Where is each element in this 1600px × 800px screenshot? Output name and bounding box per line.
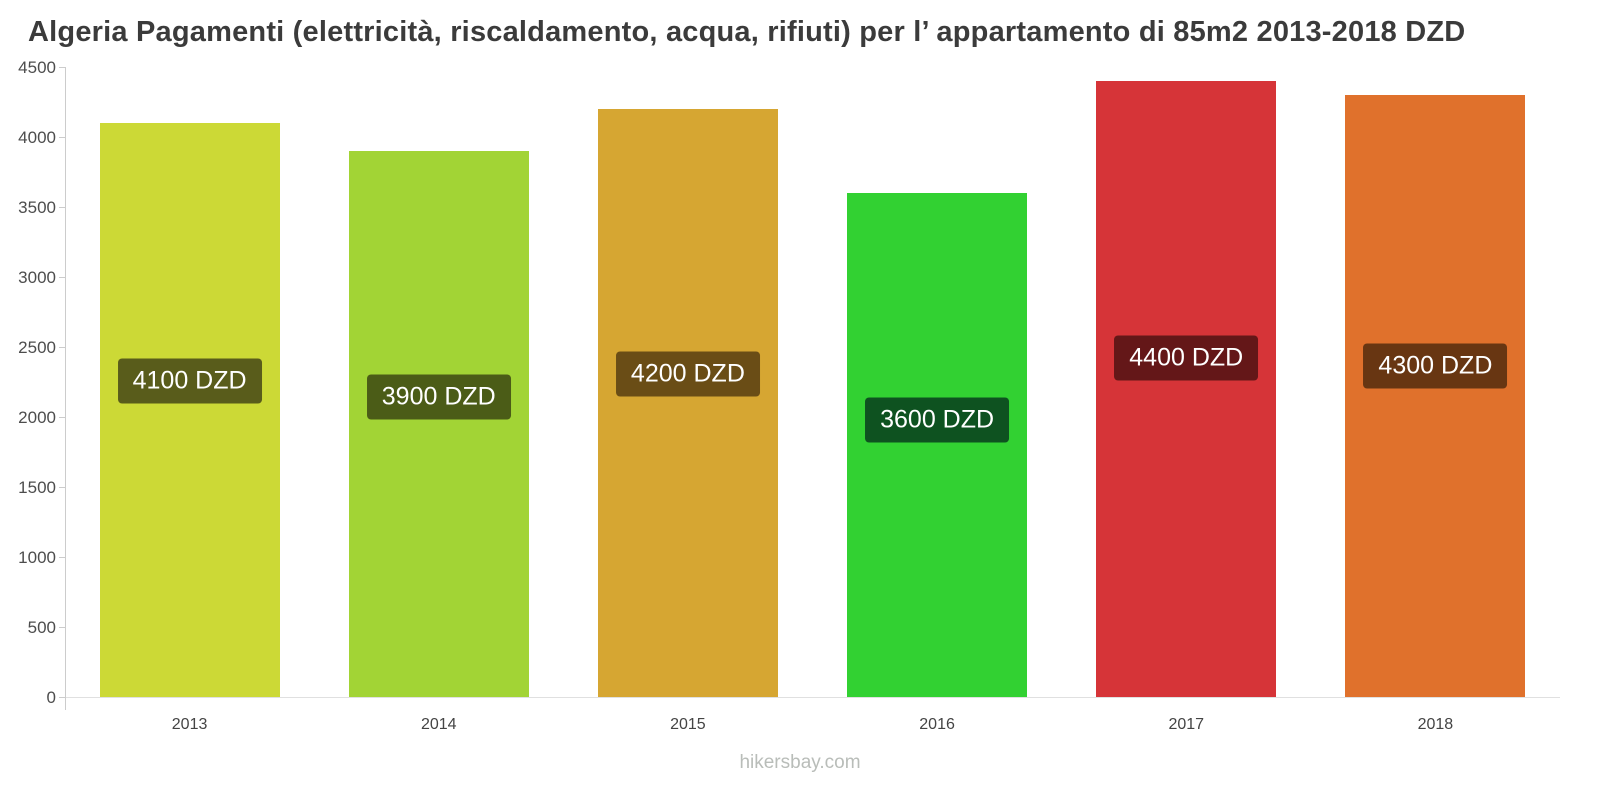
bar-value-label-2013: 4100 DZD bbox=[117, 358, 262, 404]
y-tick-label-1500: 1500 bbox=[18, 478, 56, 497]
x-axis-label-2014: 2014 bbox=[420, 716, 457, 733]
y-axis-line bbox=[65, 67, 66, 710]
x-axis-label-2017: 2017 bbox=[1168, 716, 1205, 733]
y-tick-mark bbox=[59, 557, 66, 558]
y-tick-mark bbox=[59, 277, 66, 278]
y-tick-mark bbox=[59, 697, 66, 698]
watermark-hikersbay: hikersbay.com bbox=[739, 752, 861, 773]
y-tick-mark bbox=[59, 487, 66, 488]
chart-title: Algeria Pagamenti (elettricità, riscalda… bbox=[28, 16, 1466, 48]
bar-2017: 4400 DZD bbox=[1096, 81, 1277, 697]
y-tick-label-3000: 3000 bbox=[18, 268, 56, 287]
x-axis-label-2016: 2016 bbox=[919, 716, 955, 733]
y-tick-label-2500: 2500 bbox=[18, 338, 56, 357]
x-axis-label-2018: 2018 bbox=[1417, 716, 1454, 733]
y-tick-label-4500: 4500 bbox=[18, 58, 56, 77]
x-axis-baseline bbox=[65, 697, 1560, 698]
y-tick-mark bbox=[59, 207, 66, 208]
bar-value-label-2015: 4200 DZD bbox=[615, 351, 760, 397]
bar-value-label-2018: 4300 DZD bbox=[1363, 343, 1508, 389]
x-axis-label-2013: 2013 bbox=[171, 716, 208, 733]
y-tick-label-1000: 1000 bbox=[18, 548, 56, 567]
y-tick-mark bbox=[59, 137, 66, 138]
y-tick-mark bbox=[59, 417, 66, 418]
bar-2014: 3900 DZD bbox=[348, 151, 529, 697]
bar-2018: 4300 DZD bbox=[1345, 95, 1526, 697]
y-tick-label-0: 0 bbox=[46, 688, 56, 707]
bar-2015: 4200 DZD bbox=[597, 109, 778, 697]
y-tick-label-4000: 4000 bbox=[18, 128, 56, 147]
x-axis-label-2015: 2015 bbox=[670, 716, 706, 733]
y-tick-mark bbox=[59, 347, 66, 348]
y-tick-label-2000: 2000 bbox=[18, 408, 56, 427]
bar-value-label-2014: 3900 DZD bbox=[366, 374, 511, 420]
bar-value-label-2016: 3600 DZD bbox=[865, 397, 1010, 443]
bar-2013: 4100 DZD bbox=[99, 123, 280, 697]
y-tick-label-500: 500 bbox=[27, 618, 56, 637]
y-tick-label-3500: 3500 bbox=[18, 198, 56, 217]
y-tick-mark bbox=[59, 67, 66, 68]
y-tick-mark bbox=[59, 627, 66, 628]
bar-2016: 3600 DZD bbox=[847, 193, 1028, 697]
bar-value-label-2017: 4400 DZD bbox=[1114, 335, 1259, 381]
